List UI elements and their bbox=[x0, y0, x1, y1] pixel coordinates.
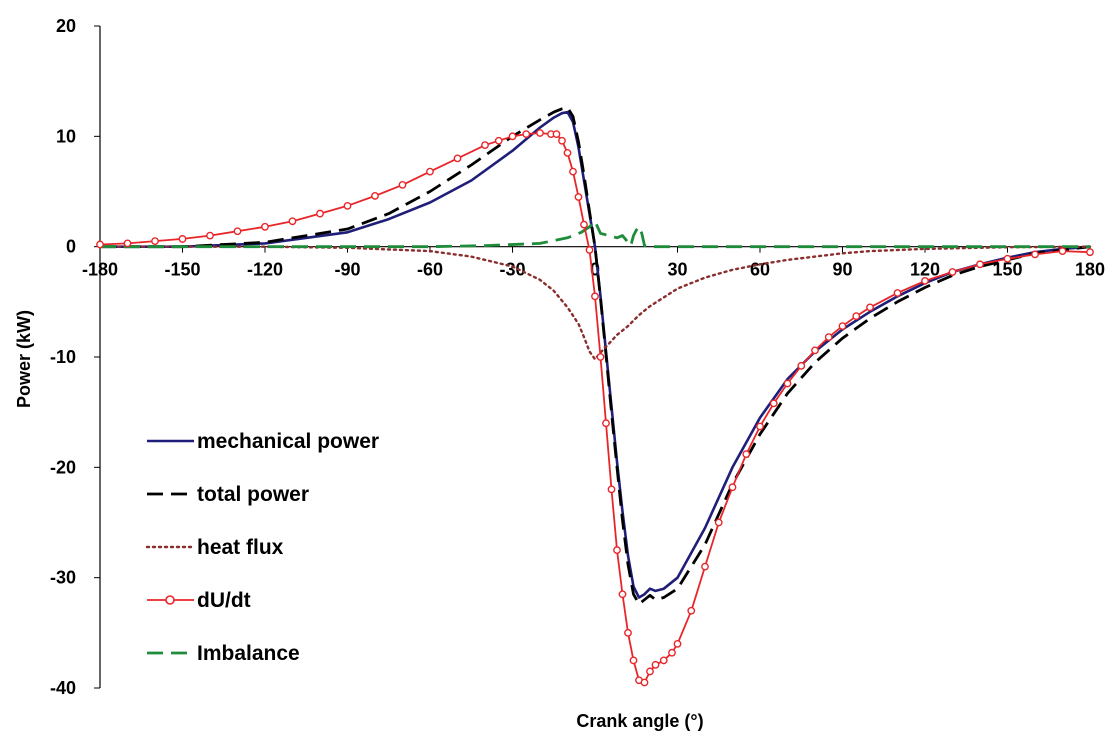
series-line-heat-flux bbox=[98, 245, 1092, 361]
data-point-du-dt bbox=[371, 192, 379, 200]
data-point-du-dt bbox=[563, 148, 572, 157]
data-point-du-dt bbox=[976, 260, 984, 269]
data-point-du-dt bbox=[494, 136, 503, 145]
y-tick-label: -20 bbox=[50, 457, 76, 477]
legend-label-imbalance: Imbalance bbox=[197, 642, 300, 665]
x-tick-label: -90 bbox=[334, 260, 360, 280]
x-tick-label: 180 bbox=[1075, 260, 1105, 280]
data-point-du-dt bbox=[426, 167, 434, 176]
data-point-du-dt bbox=[398, 180, 407, 189]
data-point-du-dt bbox=[522, 130, 531, 139]
data-point-du-dt bbox=[580, 220, 588, 229]
data-point-du-dt bbox=[569, 167, 577, 176]
data-point-du-dt bbox=[728, 483, 737, 492]
legend: mechanical power total power heat flux dU/d… bbox=[145, 430, 379, 665]
y-tick-label: 10 bbox=[56, 126, 76, 146]
data-point-du-dt bbox=[558, 136, 566, 145]
data-point-du-dt bbox=[838, 322, 847, 331]
data-point-du-dt bbox=[1031, 250, 1039, 259]
series-line-mechanical-power bbox=[100, 110, 1091, 599]
data-point-du-dt bbox=[288, 217, 297, 226]
x-tick-label: 150 bbox=[992, 260, 1022, 280]
data-point-du-dt bbox=[852, 312, 861, 321]
data-point-du-dt bbox=[591, 292, 599, 301]
data-point-du-dt bbox=[574, 193, 583, 201]
data-point-du-dt bbox=[629, 656, 638, 665]
data-point-du-dt bbox=[602, 419, 610, 428]
data-point-du-dt bbox=[701, 562, 709, 571]
y-tick-label: -10 bbox=[50, 347, 76, 367]
data-point-du-dt bbox=[921, 276, 929, 285]
x-tick-label: 30 bbox=[667, 260, 687, 280]
x-tick-label: -150 bbox=[164, 260, 200, 280]
plot-area bbox=[96, 106, 1094, 687]
data-point-du-dt bbox=[453, 154, 462, 163]
data-point-du-dt bbox=[1003, 254, 1012, 263]
data-point-du-dt bbox=[178, 235, 187, 243]
data-point-du-dt bbox=[343, 201, 352, 210]
x-axis-title: Crank angle (°) bbox=[576, 711, 703, 731]
data-point-du-dt bbox=[233, 227, 242, 236]
x-tick-label: -180 bbox=[82, 260, 118, 280]
data-point-du-dt bbox=[508, 132, 517, 141]
data-point-du-dt bbox=[714, 518, 723, 527]
series-line-total-power bbox=[100, 106, 1091, 606]
data-point-du-dt bbox=[123, 239, 132, 248]
data-point-du-dt bbox=[659, 656, 668, 665]
data-point-du-dt bbox=[756, 422, 764, 431]
data-point-du-dt bbox=[651, 660, 660, 669]
data-point-du-dt bbox=[552, 130, 561, 139]
data-point-du-dt bbox=[585, 246, 594, 254]
legend-label-heat-flux: heat flux bbox=[197, 536, 284, 559]
data-point-du-dt bbox=[742, 450, 751, 458]
data-point-du-dt bbox=[206, 231, 214, 240]
data-point-du-dt bbox=[536, 129, 544, 137]
data-point-du-dt bbox=[316, 209, 324, 218]
data-point-du-dt bbox=[96, 240, 104, 249]
data-point-du-dt bbox=[596, 353, 605, 361]
legend-label-mechanical-power: mechanical power bbox=[197, 430, 379, 453]
data-point-du-dt bbox=[1058, 247, 1067, 255]
y-tick-label: -40 bbox=[50, 678, 76, 698]
data-point-du-dt bbox=[948, 268, 957, 276]
legend-marker bbox=[165, 595, 175, 605]
data-point-du-dt bbox=[811, 346, 819, 355]
data-point-du-dt bbox=[687, 606, 696, 615]
data-point-du-dt bbox=[613, 546, 621, 554]
data-point-du-dt bbox=[646, 667, 654, 676]
data-point-du-dt bbox=[769, 399, 778, 408]
data-point-du-dt bbox=[893, 289, 902, 297]
legend-label-total-power: total power bbox=[197, 483, 309, 506]
series-line-du-dt bbox=[99, 132, 1091, 684]
data-point-du-dt bbox=[624, 628, 632, 637]
data-point-du-dt bbox=[866, 303, 874, 312]
x-tick-label: 120 bbox=[910, 260, 940, 280]
data-point-du-dt bbox=[618, 590, 627, 599]
x-tick-label: -120 bbox=[247, 260, 283, 280]
data-point-du-dt bbox=[151, 237, 159, 246]
y-tick-label: 0 bbox=[66, 237, 76, 257]
y-axis-title: Power (kW) bbox=[14, 310, 34, 408]
legend-label-du-dt: dU/dt bbox=[197, 589, 251, 612]
data-point-du-dt bbox=[261, 222, 269, 231]
y-tick-label: 20 bbox=[56, 16, 76, 36]
y-tick-label: -30 bbox=[50, 568, 76, 588]
data-point-du-dt bbox=[640, 678, 649, 687]
x-tick-label: -60 bbox=[417, 260, 443, 280]
data-point-du-dt bbox=[673, 639, 682, 648]
data-point-du-dt bbox=[668, 648, 676, 657]
data-point-du-dt bbox=[797, 361, 806, 370]
data-point-du-dt bbox=[1086, 248, 1094, 257]
data-point-du-dt bbox=[783, 379, 792, 388]
x-tick-label: -30 bbox=[499, 260, 525, 280]
data-point-du-dt bbox=[481, 141, 489, 150]
x-tick-label: 0 bbox=[590, 260, 600, 280]
x-tick-label: 90 bbox=[832, 260, 852, 280]
data-point-du-dt bbox=[824, 333, 833, 342]
data-point-du-dt bbox=[607, 485, 616, 494]
series-line-imbalance bbox=[100, 219, 1090, 249]
